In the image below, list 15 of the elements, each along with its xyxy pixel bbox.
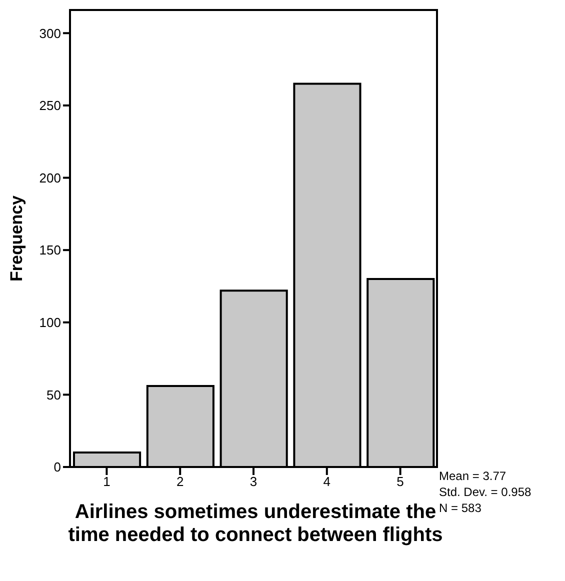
y-tick-label: 100	[39, 314, 61, 330]
text: Std. Dev. = 0.958	[439, 484, 532, 500]
y-tick-label: 250	[39, 98, 61, 114]
y-tick-label: 150	[39, 242, 61, 258]
y-tick-label: 0	[54, 460, 61, 475]
x-tick-label: 3	[250, 474, 258, 490]
text: Mean = 3.77	[439, 468, 508, 484]
x-tick-label: 5	[396, 474, 404, 490]
x-tick-label: 4	[323, 474, 331, 490]
y-tick-label: 200	[39, 170, 61, 186]
y-axis-title: Frequency	[7, 194, 26, 282]
y-tick-label: 50	[46, 387, 61, 402]
x-tick-label: 2	[176, 474, 184, 490]
y-tick-label: 300	[39, 26, 61, 41]
x-tick-label: 1	[103, 474, 110, 490]
